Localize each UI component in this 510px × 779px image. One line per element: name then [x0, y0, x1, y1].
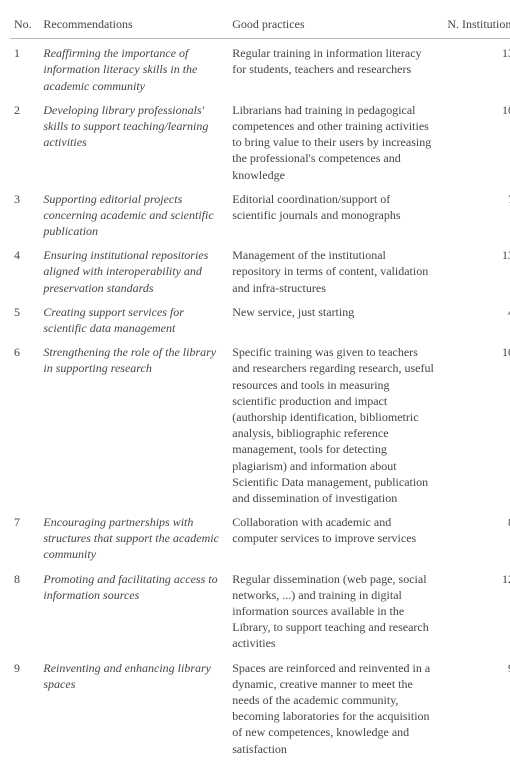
cell-practice: New service, just starting: [228, 298, 438, 338]
cell-institutions: 10: [438, 338, 510, 508]
cell-no: 6: [10, 338, 39, 508]
table-row: 9Reinventing and enhancing library space…: [10, 654, 510, 759]
cell-recommendation: Promoting and facilitating access to inf…: [39, 565, 228, 654]
header-no: No.: [10, 12, 39, 39]
cell-institutions: 12: [438, 565, 510, 654]
cell-institutions: 10: [438, 96, 510, 185]
cell-practice: Editorial coordination/support of scient…: [228, 185, 438, 242]
table-row: 3Supporting editorial projects concernin…: [10, 185, 510, 242]
cell-practice: Spaces are reinforced and reinvented in …: [228, 654, 438, 759]
cell-no: 3: [10, 185, 39, 242]
cell-no: 5: [10, 298, 39, 338]
cell-no: 2: [10, 96, 39, 185]
table-row: 7Encouraging partnerships with structure…: [10, 508, 510, 565]
cell-institutions: 4: [438, 298, 510, 338]
table-header-row: No. Recommendations Good practices N. In…: [10, 12, 510, 39]
cell-recommendation: Ensuring institutional repositories alig…: [39, 241, 228, 298]
cell-recommendation: Strengthening the role of the library in…: [39, 338, 228, 508]
table-row: 2Developing library professionals' skill…: [10, 96, 510, 185]
header-recommendations: Recommendations: [39, 12, 228, 39]
cell-practice: Regular training in information literacy…: [228, 39, 438, 96]
table-row: 5Creating support services for scientifi…: [10, 298, 510, 338]
cell-no: 4: [10, 241, 39, 298]
table-row: 8Promoting and facilitating access to in…: [10, 565, 510, 654]
cell-institutions: 7: [438, 185, 510, 242]
cell-institutions: 8: [438, 508, 510, 565]
cell-recommendation: Supporting editorial projects concerning…: [39, 185, 228, 242]
header-institutions: N. Institutions: [438, 12, 510, 39]
table-row: 6Strengthening the role of the library i…: [10, 338, 510, 508]
cell-recommendation: Creating support services for scientific…: [39, 298, 228, 338]
cell-institutions: 9: [438, 654, 510, 759]
cell-institutions: 13: [438, 39, 510, 96]
cell-no: 7: [10, 508, 39, 565]
cell-no: 1: [10, 39, 39, 96]
cell-recommendation: Reaffirming the importance of informatio…: [39, 39, 228, 96]
cell-institutions: 13: [438, 241, 510, 298]
cell-practice: Specific training was given to teachers …: [228, 338, 438, 508]
table-row: 4Ensuring institutional repositories ali…: [10, 241, 510, 298]
cell-practice: Collaboration with academic and computer…: [228, 508, 438, 565]
cell-no: 9: [10, 654, 39, 759]
cell-recommendation: Reinventing and enhancing library spaces: [39, 654, 228, 759]
table-row: 1Reaffirming the importance of informati…: [10, 39, 510, 96]
header-good-practices: Good practices: [228, 12, 438, 39]
cell-recommendation: Encouraging partnerships with structures…: [39, 508, 228, 565]
cell-practice: Librarians had training in pedagogical c…: [228, 96, 438, 185]
cell-practice: Management of the institutional reposito…: [228, 241, 438, 298]
cell-practice: Regular dissemination (web page, social …: [228, 565, 438, 654]
cell-recommendation: Developing library professionals' skills…: [39, 96, 228, 185]
recommendations-table: No. Recommendations Good practices N. In…: [10, 12, 510, 759]
cell-no: 8: [10, 565, 39, 654]
